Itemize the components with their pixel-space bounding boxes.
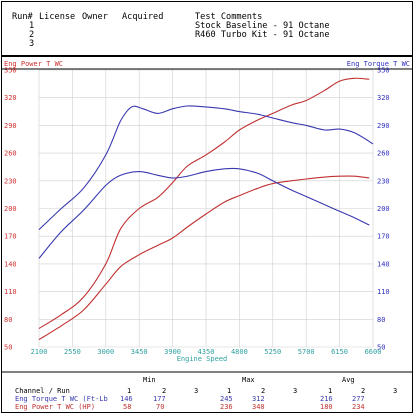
stats-run-num: 2 xyxy=(261,387,266,395)
chart-grid xyxy=(38,69,374,348)
y-tick-label-right: 290 xyxy=(377,122,390,130)
stats-cell: 58 xyxy=(123,403,132,411)
y-tick-label-left: 350 xyxy=(4,67,17,75)
series-line xyxy=(38,105,374,231)
y-tick-label-right: 110 xyxy=(377,288,390,296)
stats-group-min: Min xyxy=(143,376,156,384)
y-tick-label-right: 140 xyxy=(377,260,390,268)
x-tick-label: 6150 xyxy=(331,348,348,356)
x-tick-label: 3450 xyxy=(131,348,148,356)
stats-row-label: Eng Power T WC (HP) xyxy=(15,403,96,411)
dyno-chart: Eng Power T WC Eng Torque T WC 50 50 80 80 1… xyxy=(2,60,412,373)
x-tick-label: 4800 xyxy=(231,348,248,356)
stats-channel-header: Channel / Run xyxy=(15,387,70,395)
y-tick-label-right: 170 xyxy=(377,233,390,241)
y-tick-label-left: 80 xyxy=(4,316,12,324)
header-col-license: License xyxy=(39,12,76,22)
y-tick-label-right: 80 xyxy=(377,316,385,324)
header-separator xyxy=(2,55,412,57)
x-axis-title: Engine Speed xyxy=(177,355,228,363)
header-run-num: 3 xyxy=(29,39,35,49)
y-tick-label-right: 350 xyxy=(377,67,390,75)
left-axis-title: Eng Power T WC xyxy=(4,60,63,68)
y-tick-label-right: 200 xyxy=(377,205,390,213)
stats-cell: 312 xyxy=(252,395,265,403)
series-line xyxy=(38,167,370,259)
y-tick-label-left: 140 xyxy=(4,260,17,268)
y-tick-label-right: 230 xyxy=(377,177,390,185)
x-tick-label: 5700 xyxy=(298,348,315,356)
x-tick-label: 2100 xyxy=(31,348,48,356)
series-line xyxy=(38,175,370,341)
stats-run-num: 3 xyxy=(393,387,398,395)
stats-run-num: 2 xyxy=(361,387,366,395)
series-lines xyxy=(38,77,374,341)
stats-run-num: 1 xyxy=(328,387,333,395)
y-tick-label-left: 230 xyxy=(4,177,17,185)
stats-cell: 340 xyxy=(252,403,265,411)
stats-cell: 180 xyxy=(320,403,333,411)
header-run-comment: R460 Turbo Kit - 91 Octane xyxy=(195,30,330,40)
y-tick-label-right: 320 xyxy=(377,94,390,102)
x-tick-label: 2550 xyxy=(64,348,81,356)
stats-cell: 146 xyxy=(120,395,133,403)
y-tick-label-left: 260 xyxy=(4,150,17,158)
stats-run-num: 3 xyxy=(194,387,199,395)
header-col-acquired: Acquired xyxy=(122,12,164,22)
header-col-owner: Owner xyxy=(82,12,108,22)
x-tick-label: 6600 xyxy=(365,348,382,356)
y-tick-label-left: 110 xyxy=(4,288,17,296)
stats-cell: 245 xyxy=(220,395,233,403)
stats-row-label: Eng Torque T WC (Ft-Lb xyxy=(15,395,108,403)
stats-cell: 177 xyxy=(153,395,166,403)
stats-cell: 234 xyxy=(352,403,365,411)
stats-group-max: Max xyxy=(242,376,255,384)
header-col-run: Run# xyxy=(12,12,33,22)
header-run-num: 2 xyxy=(29,30,35,40)
header-run-comment: Stock Baseline - 91 Octane xyxy=(195,21,330,31)
stats-cell: 216 xyxy=(320,395,333,403)
stats-cell: 236 xyxy=(220,403,233,411)
x-tick-label: 5250 xyxy=(264,348,281,356)
y-tick-label-left: 320 xyxy=(4,94,17,102)
stats-group-avg: Avg xyxy=(342,376,355,384)
y-tick-label-right: 50 xyxy=(377,344,385,352)
stats-run-num: 3 xyxy=(293,387,298,395)
y-tick-label-left: 50 xyxy=(4,344,12,352)
right-axis-title: Eng Torque T WC xyxy=(347,60,410,68)
header-run-num: 1 xyxy=(29,21,35,31)
y-tick-labels: 50 50 80 80 110 110 140 140 170 170 200 200 230 230 26… xyxy=(4,67,390,352)
x-tick-label: 3900 xyxy=(164,348,181,356)
header-col-comments: Test Comments xyxy=(195,12,263,22)
y-tick-label-left: 290 xyxy=(4,122,17,130)
stats-run-num: 1 xyxy=(227,387,232,395)
y-tick-label-right: 260 xyxy=(377,150,390,158)
stats-cell: 277 xyxy=(352,395,365,403)
stats-run-num: 1 xyxy=(127,387,132,395)
x-tick-label: 4350 xyxy=(198,348,215,356)
stats-cell: 70 xyxy=(156,403,165,411)
x-tick-label: 3000 xyxy=(97,348,114,356)
stats-run-num: 2 xyxy=(162,387,167,395)
x-tick-labels: 2100 2550 3000 3450 3900 4350 4800 5250 5700 6150… xyxy=(31,348,382,356)
y-tick-label-left: 170 xyxy=(4,233,17,241)
series-line xyxy=(38,77,370,329)
y-tick-label-left: 200 xyxy=(4,205,17,213)
